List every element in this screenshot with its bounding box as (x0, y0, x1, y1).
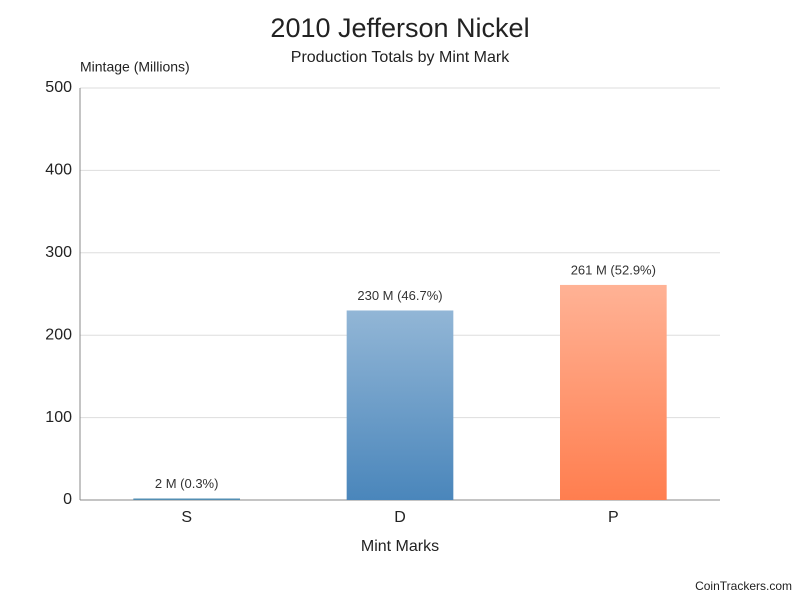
bar (560, 284, 667, 500)
bar (133, 498, 240, 500)
chart-title: 2010 Jefferson Nickel (270, 13, 529, 43)
bar (346, 310, 454, 500)
value-label: 261 M (52.9%) (571, 262, 656, 277)
y-axis-label: Mintage (Millions) (80, 59, 190, 75)
x-axis-label: Mint Marks (361, 538, 439, 555)
value-label: 2 M (0.3%) (155, 476, 219, 491)
y-tick-label: 0 (63, 491, 72, 508)
credit: CoinTrackers.com (695, 579, 792, 593)
value-label: 230 M (46.7%) (357, 288, 442, 303)
chart-subtitle: Production Totals by Mint Mark (291, 49, 510, 66)
y-tick-label: 500 (45, 79, 72, 96)
y-tick-label: 100 (45, 409, 72, 426)
y-tick-label: 300 (45, 244, 72, 261)
x-tick-label: P (608, 509, 619, 526)
y-tick-label: 400 (45, 162, 72, 179)
x-tick-label: D (394, 509, 406, 526)
x-tick-label: S (181, 509, 192, 526)
y-tick-label: 200 (45, 326, 72, 343)
